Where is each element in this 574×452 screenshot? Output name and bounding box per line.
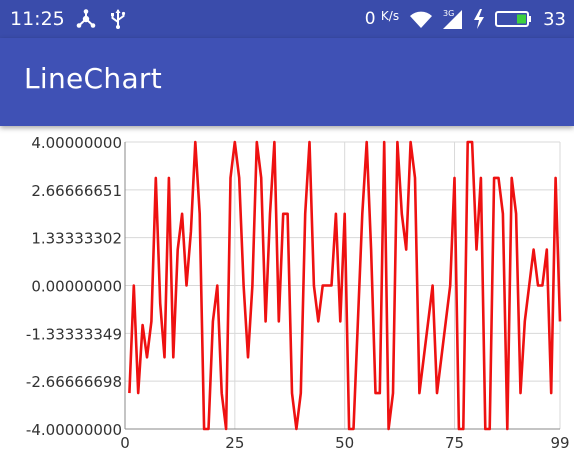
network-speed: 0 K/s (365, 9, 399, 29)
x-tick-label: 0 (120, 434, 130, 452)
y-tick-label: -1.33333349 (26, 325, 122, 343)
x-tick-label: 50 (335, 434, 354, 452)
status-bar: 11:25 0 (0, 0, 574, 38)
x-axis-ticks: 0 25 50 75 99 (120, 434, 569, 452)
status-bar-left: 11:25 (10, 0, 129, 38)
status-bar-right: 0 K/s 3G 33 (365, 0, 566, 38)
usb-icon (107, 8, 129, 30)
x-tick-label: 75 (445, 434, 464, 452)
page-title: LineChart (24, 62, 162, 95)
x-tick-label: 99 (550, 434, 569, 452)
charging-bolt-icon (473, 8, 485, 30)
battery-icon (495, 8, 533, 30)
y-axis-ticks: 4.00000000 2.66666651 1.33333302 0.00000000… (26, 134, 122, 439)
network-speed-unit: K/s (380, 9, 400, 23)
chart-series (128, 140, 562, 431)
network-speed-value: 0 (364, 9, 376, 29)
y-tick-label: 0.00000000 (31, 278, 122, 296)
line-chart[interactable]: 4.00000000 2.66666651 1.33333302 0.00000000… (0, 126, 574, 452)
x-tick-label: 25 (225, 434, 244, 452)
app-bar: LineChart (0, 38, 574, 126)
line-chart-svg[interactable]: 4.00000000 2.66666651 1.33333302 0.00000000… (0, 126, 574, 452)
svg-text:3G: 3G (443, 9, 454, 18)
y-tick-label: -4.00000000 (26, 421, 122, 439)
status-time: 11:25 (10, 8, 65, 30)
wifi-icon (409, 8, 433, 30)
y-tick-label: 2.66666651 (31, 182, 122, 200)
battery-percentage: 33 (543, 8, 566, 30)
signal-3g-icon: 3G (441, 8, 463, 30)
y-tick-label: 4.00000000 (31, 134, 122, 152)
series-line (128, 140, 562, 431)
y-tick-label: 1.33333302 (31, 230, 122, 248)
y-tick-label: -2.66666698 (26, 373, 122, 391)
share-network-icon (75, 8, 97, 30)
